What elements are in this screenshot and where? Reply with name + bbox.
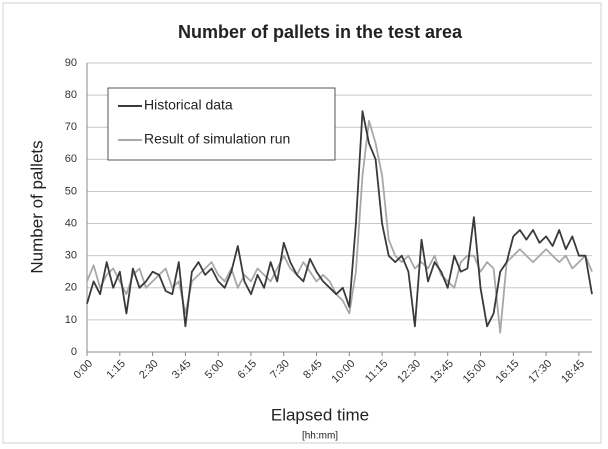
y-tick-label: 20 — [65, 282, 77, 294]
x-axis-sublabel: [hh:mm] — [302, 431, 338, 442]
series-line — [86, 110, 593, 328]
chart-frame — [2, 2, 602, 444]
y-tick-label: 80 — [65, 89, 77, 101]
x-tick-label: 7:30 — [268, 358, 292, 382]
y-tick-label: 0 — [71, 346, 77, 358]
x-tick-label: 17:30 — [526, 358, 554, 386]
legend-box — [107, 87, 336, 161]
y-tick-label: 40 — [65, 217, 77, 229]
y-tick-label: 60 — [65, 153, 77, 165]
x-tick-label: 10:00 — [330, 358, 358, 386]
x-tick-label: 5:00 — [203, 358, 227, 382]
x-tick-label: 0:00 — [72, 358, 96, 382]
y-axis-label: Number of pallets — [27, 140, 46, 273]
x-tick-label: 16:15 — [494, 358, 522, 386]
x-tick-label: 12:30 — [395, 358, 423, 386]
x-tick-label: 8:45 — [301, 358, 325, 382]
x-tick-label: 15:00 — [461, 358, 489, 386]
y-tick-label: 90 — [65, 57, 77, 69]
x-tick-label: 18:45 — [559, 358, 587, 386]
legend-label: Historical data — [144, 97, 233, 113]
y-tick-label: 50 — [65, 185, 77, 197]
x-tick-label: 1:15 — [104, 358, 128, 382]
y-tick-label: 10 — [65, 314, 77, 326]
legend-label: Result of simulation run — [144, 131, 290, 147]
x-tick-label: 11:15 — [363, 358, 390, 385]
y-tick-label: 30 — [65, 250, 77, 262]
x-tick-label: 13:45 — [428, 358, 456, 386]
x-axis-label: Elapsed time — [271, 405, 369, 424]
x-tick-label: 6:15 — [236, 358, 260, 382]
y-tick-label: 70 — [65, 121, 77, 133]
x-tick-label: 3:45 — [170, 358, 194, 382]
chart-title: Number of pallets in the test area — [178, 22, 463, 42]
x-tick-label: 2:30 — [137, 358, 161, 382]
